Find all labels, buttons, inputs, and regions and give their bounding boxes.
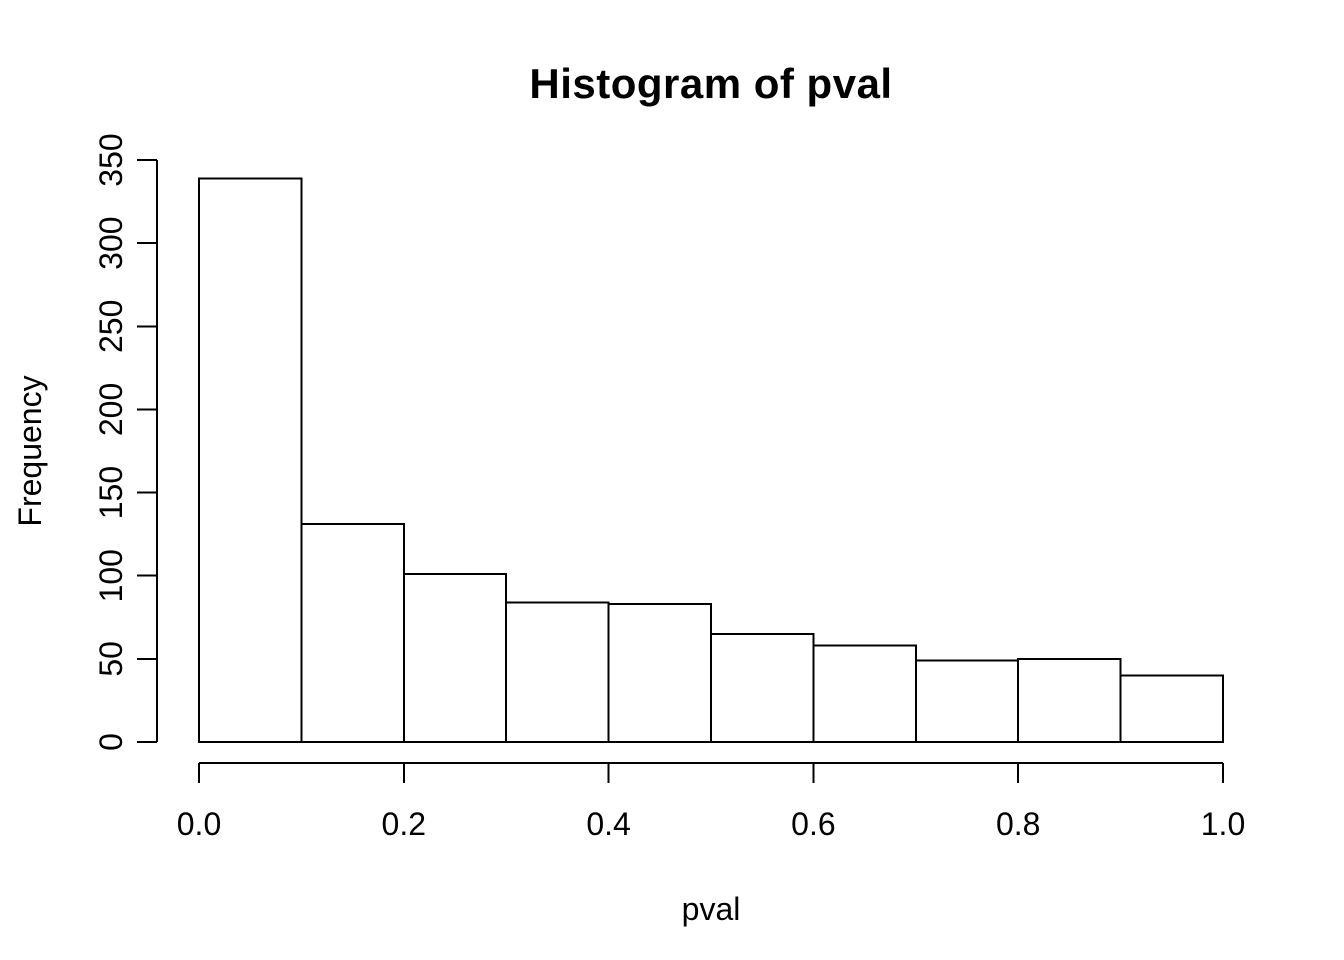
x-tick-label: 0.0 (177, 806, 221, 842)
histogram-bar (1017, 657, 1122, 743)
x-tick-label: 0.8 (996, 806, 1040, 842)
histogram-bar (607, 602, 712, 743)
y-tick-label: 200 (93, 383, 129, 436)
y-axis-title: Frequency (12, 375, 48, 527)
histogram-bar (300, 523, 405, 743)
histogram-bar (1119, 674, 1224, 743)
chart-title: Histogram of pval (529, 60, 893, 107)
histogram-bar (914, 659, 1020, 744)
y-tick-label: 300 (93, 216, 129, 269)
histogram-bar (198, 177, 303, 743)
x-axis-title: pval (681, 891, 741, 927)
histogram-bar (402, 573, 508, 744)
y-tick-label: 350 (93, 133, 129, 186)
x-tick-label: 0.2 (382, 806, 426, 842)
x-tick-label: 0.4 (586, 806, 630, 842)
x-tick-label: 1.0 (1201, 806, 1245, 842)
histogram-bar (505, 601, 610, 743)
x-tick-label: 0.6 (791, 806, 835, 842)
y-tick-label: 150 (93, 466, 129, 519)
y-tick-label: 100 (93, 549, 129, 602)
histogram-bar (812, 644, 917, 743)
histogram-bar (710, 632, 815, 744)
y-tick-label: 250 (93, 300, 129, 353)
y-tick-label: 50 (93, 641, 129, 677)
y-tick-label: 0 (93, 733, 129, 751)
